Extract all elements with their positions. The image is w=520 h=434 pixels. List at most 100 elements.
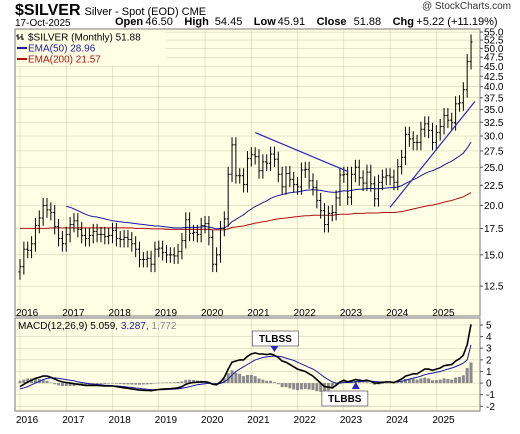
x-tick-label-bottom: 2016 xyxy=(16,415,39,426)
macd-hist-bar xyxy=(457,376,461,384)
x-axis-bottom: 2016 2017 2018 2019 2020 2021 2022 2023 2024 2025 xyxy=(16,415,455,426)
ohlc-bar xyxy=(346,166,350,206)
ohlc-bar xyxy=(41,197,45,226)
macd-hist-bar xyxy=(57,383,61,386)
macd-hist-bar xyxy=(272,382,276,384)
macd-hist-bar xyxy=(299,383,303,390)
macd-hist-bar xyxy=(307,383,311,390)
macd-hist-bar xyxy=(442,378,446,384)
ohlc-bar xyxy=(53,204,57,235)
macd-hist-bar xyxy=(22,379,26,384)
macd-hist-bar xyxy=(226,373,230,384)
ohlc-bar xyxy=(56,218,61,247)
ohlc-bar xyxy=(373,176,377,207)
ohlc-bar xyxy=(91,223,95,244)
ohlc-bar xyxy=(110,222,115,244)
macd-hist-bar xyxy=(303,383,307,389)
ohlc-bar xyxy=(303,161,307,178)
macd-hist-bar xyxy=(230,370,234,384)
macd-hist-bar xyxy=(361,382,365,384)
quote-key-high: High xyxy=(184,16,209,28)
ohlc-bar xyxy=(338,167,342,206)
quote-key-chg: Chg xyxy=(393,16,414,28)
trendline-1 xyxy=(254,132,348,172)
macd-hist-bar xyxy=(234,372,238,384)
quote-value-high: 54.45 xyxy=(215,16,243,28)
macd-hist-bar xyxy=(342,380,346,384)
legend-bg xyxy=(16,30,166,65)
macd-hist-bar xyxy=(103,383,107,384)
ohlc-bar xyxy=(188,212,192,242)
ohlc-bar xyxy=(49,202,53,221)
ohlc-bar xyxy=(307,161,311,189)
price-tick-label: 45.0 xyxy=(484,62,504,73)
ohlc-bar xyxy=(315,180,319,209)
ohlc-bar xyxy=(130,232,134,252)
ohlc-bar xyxy=(99,226,103,243)
macd-lines xyxy=(19,324,472,392)
ohlc-bar xyxy=(83,227,88,247)
ohlc-bar xyxy=(60,230,65,252)
x-tick-label-bottom: 2024 xyxy=(386,415,409,426)
price-tick-label: 42.5 xyxy=(484,72,504,83)
trendlines xyxy=(254,101,476,208)
ohlc-bar xyxy=(253,147,257,165)
macd-hist-bar xyxy=(188,379,192,384)
price-tick-label: 40.0 xyxy=(484,82,504,93)
macd-hist-bar xyxy=(253,376,257,384)
macd-hist-bar xyxy=(184,379,188,384)
macd-hist-bar xyxy=(404,379,407,384)
ohlc-bar xyxy=(376,174,381,207)
macd-hist-bar xyxy=(242,376,246,384)
trendline-2 xyxy=(389,101,476,208)
price-tick-label: 37.5 xyxy=(484,93,504,104)
legend-label: $SILVER (Monthly) 51.88 xyxy=(28,33,141,44)
tlbss-arrow xyxy=(270,346,279,352)
tlbbs-label: TLBBS xyxy=(328,394,362,405)
ohlc-bar xyxy=(272,146,277,168)
macd-hist-bar xyxy=(111,383,115,384)
ohlc-bar xyxy=(457,95,462,112)
price-tick-label: 32.5 xyxy=(484,118,504,129)
ohlc-bar xyxy=(292,171,296,193)
ohlc-bar xyxy=(207,216,211,246)
ohlc-bar xyxy=(322,203,327,233)
tlbbs-box xyxy=(321,390,369,407)
ema200-line xyxy=(20,192,472,231)
ohlc-bar xyxy=(26,241,30,259)
quote-key-open: Open xyxy=(115,16,143,28)
ohlc-bar xyxy=(172,247,176,264)
x-tick-label-top: 2016 xyxy=(16,308,39,319)
macd-hist-bar xyxy=(280,383,284,388)
price-tick-label: 50.0 xyxy=(484,44,504,55)
copyright-text: @ StockCharts.com xyxy=(422,1,511,12)
macd-hist-bar xyxy=(469,362,473,384)
ohlc-bar xyxy=(72,213,76,233)
macd-legend-hist: 1.772 xyxy=(151,321,176,332)
macd-hist-bar xyxy=(157,382,161,384)
ohlc-bar xyxy=(330,204,334,222)
macd-hist-bar xyxy=(68,383,72,387)
macd-hist-bar xyxy=(388,383,392,384)
macd-hist-bar xyxy=(49,382,53,384)
ohlc-bar xyxy=(37,210,41,234)
ohlc-bar xyxy=(164,245,169,263)
ohlc-bar xyxy=(226,166,230,227)
x-tick-label-bottom: 2020 xyxy=(201,415,224,426)
ohlc-bar xyxy=(118,230,122,248)
x-tick-label-top: 2023 xyxy=(340,308,363,319)
ohlc-bar xyxy=(349,166,354,206)
macd-hist-bar xyxy=(400,380,404,384)
macd-hist-bar xyxy=(380,383,384,384)
legend-label: EMA(200) 21.57 xyxy=(28,55,101,66)
ohlc-bar xyxy=(357,159,361,186)
price-tick-label: 20.0 xyxy=(484,201,504,212)
ohlc-bar xyxy=(280,166,284,195)
x-tick-label-top: 2019 xyxy=(155,308,178,319)
ohlc-bar xyxy=(276,151,280,183)
macd-hist-bar xyxy=(176,381,180,384)
price-tick-label: 55.0 xyxy=(484,28,504,39)
ohlc-bar xyxy=(369,164,373,192)
macd-hist-bar xyxy=(91,383,95,385)
